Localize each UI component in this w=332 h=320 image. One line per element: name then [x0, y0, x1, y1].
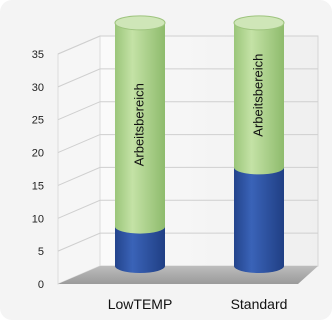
- bar-segment-lower: [115, 226, 165, 273]
- bar-segment-upper: [115, 22, 165, 234]
- bar-segment-label: Arbeitsbereich: [131, 83, 146, 166]
- y-tick-label: 10: [32, 213, 44, 225]
- bar-standard: Arbeitsbereich: [233, 15, 285, 273]
- chart-side-wall: [57, 35, 101, 285]
- y-tick-label: 35: [32, 49, 44, 61]
- y-axis-tick-labels: 0 5 10 15 20 25 30 35: [32, 49, 44, 291]
- bar-segment-cap: [233, 15, 285, 31]
- bar-segment-cap: [114, 15, 166, 31]
- bar-segment-label: Arbeitsbereich: [250, 54, 265, 137]
- x-category-label: Standard: [231, 296, 288, 312]
- y-tick-label: 25: [32, 115, 44, 127]
- y-tick-label: 0: [38, 279, 44, 291]
- y-tick-label: 20: [32, 148, 44, 160]
- bar-lowtemp: Arbeitsbereich: [114, 15, 166, 273]
- bar-segment-lower: [234, 167, 284, 273]
- bars-group: Arbeitsbereich Arbeitsbereich: [114, 15, 285, 273]
- y-tick-label: 15: [32, 180, 44, 192]
- x-axis-category-labels: LowTEMP Standard: [108, 296, 288, 312]
- bar-segment-upper: [234, 22, 284, 175]
- y-tick-label: 30: [32, 82, 44, 94]
- y-tick-label: 5: [38, 246, 44, 258]
- x-category-label: LowTEMP: [108, 296, 173, 312]
